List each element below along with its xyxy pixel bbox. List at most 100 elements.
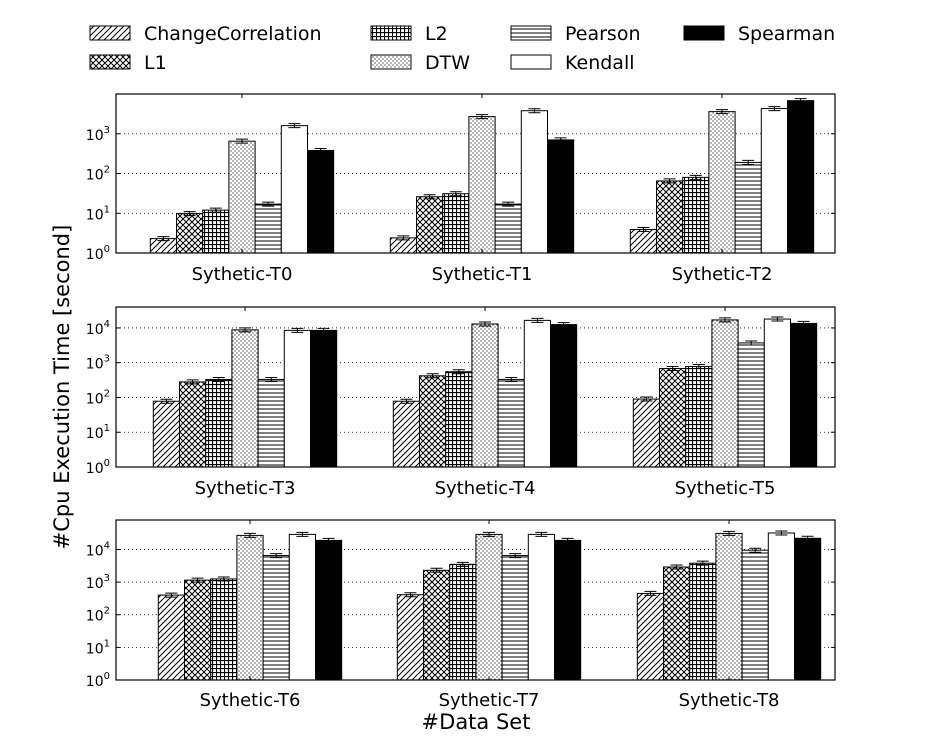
error-bar [719, 317, 731, 323]
y-tick-label: 100 [86, 244, 110, 263]
error-bar [212, 376, 225, 382]
bar-sythetic-t0-kendall [280, 125, 308, 254]
bar-sythetic-t8-dtw [715, 532, 743, 681]
bar-sythetic-t4-spearman [550, 324, 578, 468]
error-bar [239, 327, 251, 333]
x-tick-label-sythetic-t6: Sythetic-T6 [200, 690, 301, 711]
bar-sythetic-t4-pearson [497, 378, 525, 468]
x-tick-label-sythetic-t0: Sythetic-T0 [192, 264, 293, 285]
error-bar [644, 590, 657, 596]
bar-sythetic-t2-dtw [708, 111, 736, 254]
bar-sythetic-t2-l1 [656, 180, 684, 254]
y-tick-label: 103 [86, 573, 110, 592]
error-bar [554, 137, 567, 143]
error-bar [535, 531, 548, 537]
legend-item-dtw: DTW [370, 52, 470, 74]
x-tick-label-sythetic-t1: Sythetic-T1 [432, 264, 533, 285]
bar-sythetic-t8-l1 [663, 566, 691, 681]
error-bar [322, 537, 335, 543]
y-tick-label: 102 [86, 606, 110, 625]
bar-sythetic-t7-pearson [501, 555, 529, 681]
legend-swatch-spearman [683, 25, 725, 41]
error-bar [716, 109, 728, 115]
legend-item-l2: L2 [370, 23, 448, 45]
bar-sythetic-t3-dtw [231, 329, 259, 468]
x-axis-label: #Data Set [422, 710, 531, 734]
panel-3: 100 101 102 103 104 Sythetic-T6 Sythetic-T7 Syt… [86, 519, 836, 711]
legend-item-pearson: Pearson [510, 23, 641, 45]
bar-sythetic-t7-l1 [423, 569, 451, 681]
bar-sythetic-t0-spearman [307, 149, 335, 254]
error-bar [160, 398, 173, 404]
bar-sythetic-t2-changecorrelation [629, 229, 657, 254]
bar-sythetic-t4-kendall [523, 319, 551, 468]
error-bar [476, 114, 488, 120]
error-bar [456, 561, 469, 567]
x-tick-label-sythetic-t4: Sythetic-T4 [435, 478, 536, 499]
error-bar [692, 363, 705, 369]
error-bar [262, 201, 275, 207]
legend-label-pearson: Pearson [565, 23, 641, 45]
legend-item-changecorrelation: ChangeCorrelation [89, 23, 322, 45]
bar-sythetic-t0-l1 [176, 213, 204, 254]
error-bar [191, 577, 204, 583]
error-bar [663, 178, 676, 184]
bar-sythetic-t6-l2 [210, 578, 238, 681]
legend-swatch-changecorrelation [89, 25, 131, 41]
legend-swatch-pearson [510, 25, 552, 41]
bar-sythetic-t5-changecorrelation [632, 398, 660, 468]
error-bar [165, 592, 178, 598]
error-bar [288, 123, 301, 129]
error-bar [505, 376, 518, 382]
bar-sythetic-t7-kendall [527, 533, 555, 681]
error-bar [637, 227, 650, 233]
error-bar [314, 147, 327, 153]
bar-sythetic-t8-spearman [794, 537, 822, 681]
legend: ChangeCorrelation L1 L2 DTW Pearson Kendall Sp… [89, 23, 835, 74]
bar-sythetic-t5-kendall [763, 318, 791, 468]
plot-panels: 100 101 102 103 Sythetic-T0 Sythetic-T1 Sythet… [86, 93, 836, 711]
bar-sythetic-t3-pearson [257, 378, 285, 468]
error-bar [244, 532, 256, 538]
legend-label-changecorrelation: ChangeCorrelation [144, 23, 322, 45]
legend-label-spearman: Spearman [738, 23, 835, 45]
error-bar [723, 530, 735, 536]
y-tick-label: 102 [86, 165, 110, 184]
error-bar [265, 376, 278, 382]
bar-sythetic-t7-dtw [475, 533, 503, 681]
error-bar [696, 560, 709, 566]
error-bar [270, 553, 283, 559]
bar-sythetic-t6-l1 [184, 579, 212, 681]
x-tick-label-sythetic-t8: Sythetic-T8 [679, 690, 780, 711]
error-bar [217, 576, 230, 582]
error-bar [186, 379, 199, 385]
bar-sythetic-t1-l2 [442, 193, 470, 254]
error-bar [291, 327, 304, 333]
error-bar [449, 191, 462, 197]
legend-swatch-l2 [370, 25, 412, 41]
error-bar [531, 317, 544, 323]
plot-frame [115, 519, 836, 681]
bar-sythetic-t1-l1 [416, 196, 444, 254]
bar-sythetic-t5-pearson [737, 342, 765, 468]
y-tick-label: 104 [86, 319, 110, 338]
y-axis-label: #Cpu Execution Time [second] [50, 225, 74, 550]
error-bar [509, 553, 522, 559]
error-bar [157, 236, 170, 242]
error-bar [528, 108, 541, 114]
error-bar [479, 321, 491, 327]
bar-sythetic-t6-changecorrelation [157, 594, 186, 681]
bar-sythetic-t8-changecorrelation [636, 592, 664, 681]
error-bar [483, 531, 495, 537]
bar-sythetic-t5-spearman [790, 322, 818, 468]
y-tick-label: 104 [86, 540, 110, 559]
bar-sythetic-t5-dtw [711, 319, 739, 468]
legend-swatch-kendall [510, 54, 552, 70]
error-bar [423, 194, 436, 200]
bar-sythetic-t1-kendall [520, 110, 548, 254]
x-tick-label-sythetic-t7: Sythetic-T7 [439, 690, 540, 711]
bar-sythetic-t7-l2 [449, 563, 477, 681]
error-bar [749, 547, 762, 553]
bar-sythetic-t2-spearman [787, 100, 815, 254]
bar-sythetic-t0-l2 [202, 209, 230, 254]
